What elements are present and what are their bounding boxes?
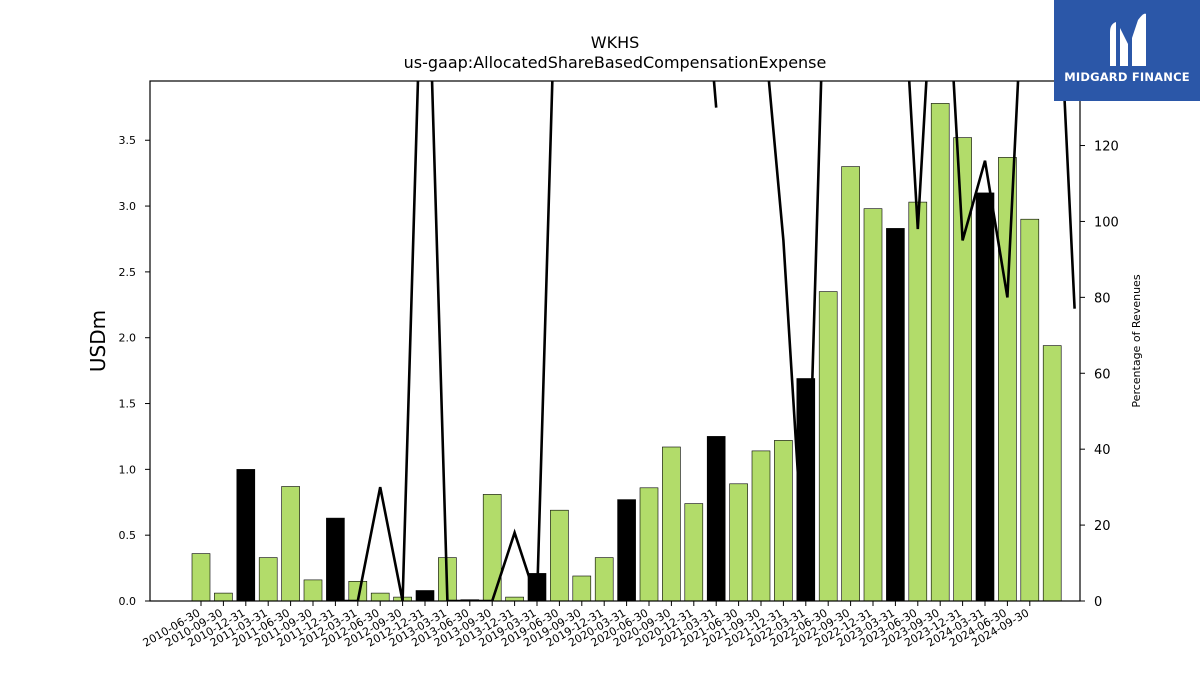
bar	[684, 503, 704, 602]
bar	[303, 579, 323, 602]
bar	[706, 436, 726, 602]
bar	[908, 201, 928, 602]
y-tick-label: 1.5	[119, 398, 137, 411]
bar	[214, 592, 233, 602]
y-tick-label: 2.5	[119, 266, 137, 279]
y-tick-label: 0.5	[119, 529, 137, 542]
y-tick-label: 1.0	[119, 463, 137, 476]
bar	[594, 557, 614, 602]
chart-title: WKHS	[591, 33, 640, 52]
bar	[236, 469, 256, 602]
bar	[998, 157, 1017, 602]
y-tick-label: 3.5	[119, 134, 137, 147]
bar	[191, 553, 211, 602]
bar	[886, 228, 905, 602]
logo-text: MIDGARD FINANCE	[1064, 70, 1190, 84]
bar	[953, 137, 972, 602]
bar	[930, 103, 950, 602]
chart-subtitle: us-gaap:AllocatedShareBasedCompensationE…	[404, 53, 827, 72]
y-axis-label-right: Percentage of Revenues	[1130, 274, 1143, 407]
bar	[863, 208, 883, 602]
bar	[258, 557, 278, 602]
bar	[1020, 218, 1040, 602]
y-tick-label-right: 20	[1094, 519, 1111, 534]
y-tick-label-right: 120	[1094, 140, 1119, 155]
bar	[818, 291, 838, 602]
y-axis-label: USDm	[86, 310, 110, 372]
bar	[370, 592, 390, 602]
bar	[639, 487, 659, 602]
bar	[281, 486, 300, 602]
y-tick-label: 0.0	[119, 595, 137, 608]
y-axis-left: 0.0 0.5 1.0 1.5 2.0 2.5 3.0 3.5	[119, 134, 150, 608]
bar	[975, 192, 995, 602]
y-tick-label: 3.0	[119, 200, 137, 213]
y-tick-label-right: 100	[1094, 215, 1119, 230]
bar	[572, 575, 592, 602]
plot-frame	[149, 80, 1081, 602]
bar	[841, 166, 860, 602]
bar	[751, 450, 771, 602]
bar	[415, 590, 435, 602]
bar	[617, 499, 636, 602]
y-axis-right: 0 20 40 60 80 100 120	[1080, 140, 1119, 610]
y-tick-label-right: 60	[1094, 367, 1111, 382]
bar	[550, 509, 569, 602]
bars-group	[191, 103, 1062, 602]
brand-logo: MIDGARD FINANCE	[1054, 0, 1200, 101]
y-tick-label-right: 0	[1094, 595, 1102, 610]
bar	[729, 483, 748, 602]
y-tick-label: 2.0	[119, 332, 137, 345]
bar	[1042, 345, 1062, 602]
bar	[662, 446, 681, 602]
bar	[774, 440, 793, 602]
y-tick-label-right: 40	[1094, 443, 1111, 458]
x-axis: 2010-06-302010-09-302010-12-312011-03-31…	[141, 601, 1031, 650]
logo-mark-icon	[1110, 13, 1146, 67]
bar	[326, 517, 345, 602]
y-tick-label-right: 80	[1094, 291, 1111, 306]
